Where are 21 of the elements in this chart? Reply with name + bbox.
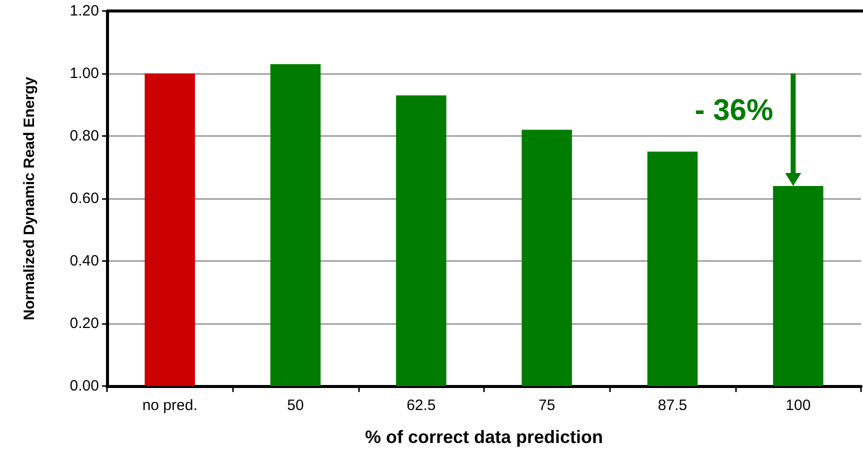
x-tick-label: 87.5 [658,397,688,414]
bar [522,130,572,386]
x-tick-label: 75 [538,397,556,414]
bar [396,95,446,386]
bar [144,74,195,386]
x-axis-title: % of correct data prediction [364,427,604,447]
x-tick-label: no pred. [142,397,198,414]
y-tick-label: 0.60 [70,190,99,207]
y-axis-title: Normalized Dynamic Read Energy [21,76,38,320]
x-tick-label: 50 [287,397,304,414]
y-tick-label: 0.00 [70,378,99,394]
bar [647,152,698,386]
y-tick-label: 1.20 [70,2,99,20]
bar [270,64,321,386]
annotation: - 36% [694,94,774,127]
x-tick-label: 62.5 [406,397,436,414]
y-tick-label: 0.20 [70,315,99,332]
x-tick-label: 100 [786,397,811,414]
y-tick-label: 1.00 [70,65,99,82]
y-tick-label: 0.40 [70,252,99,270]
y-tick-label: 0.80 [70,128,99,144]
